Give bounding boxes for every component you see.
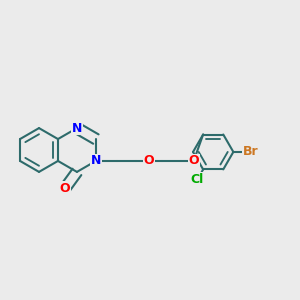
Text: O: O <box>188 154 199 167</box>
Text: Br: Br <box>243 146 259 158</box>
Text: O: O <box>144 154 154 167</box>
Text: Cl: Cl <box>190 173 204 186</box>
Text: N: N <box>91 154 101 167</box>
Text: N: N <box>72 122 82 135</box>
Text: O: O <box>60 182 70 195</box>
